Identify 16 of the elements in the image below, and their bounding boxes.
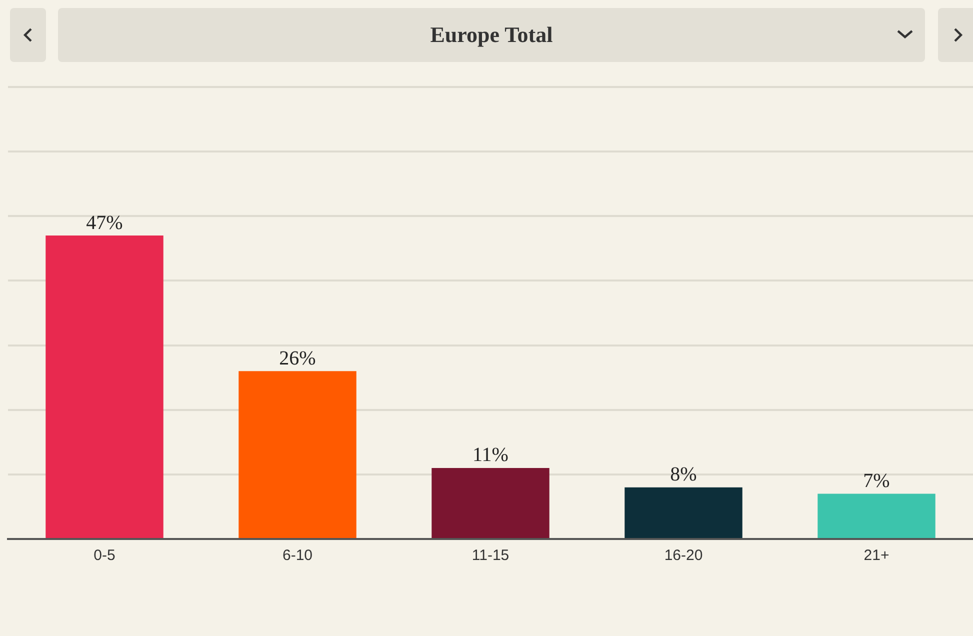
bar <box>432 468 550 538</box>
x-tick-label: 16-20 <box>664 547 703 564</box>
x-tick-label: 21+ <box>864 547 890 564</box>
x-tick-label: 0-5 <box>94 547 116 564</box>
chart-title: Europe Total <box>430 22 553 48</box>
data-label: 26% <box>279 347 316 370</box>
data-label: 47% <box>86 212 123 234</box>
bar <box>818 494 936 538</box>
data-label: 7% <box>863 470 890 492</box>
data-label: 11% <box>472 444 508 466</box>
x-tick-label: 11-15 <box>472 547 510 564</box>
bar <box>46 236 164 538</box>
bar <box>624 487 742 538</box>
bar <box>238 371 356 538</box>
data-label: 8% <box>670 464 697 486</box>
x-tick-label: 6-10 <box>282 547 313 564</box>
